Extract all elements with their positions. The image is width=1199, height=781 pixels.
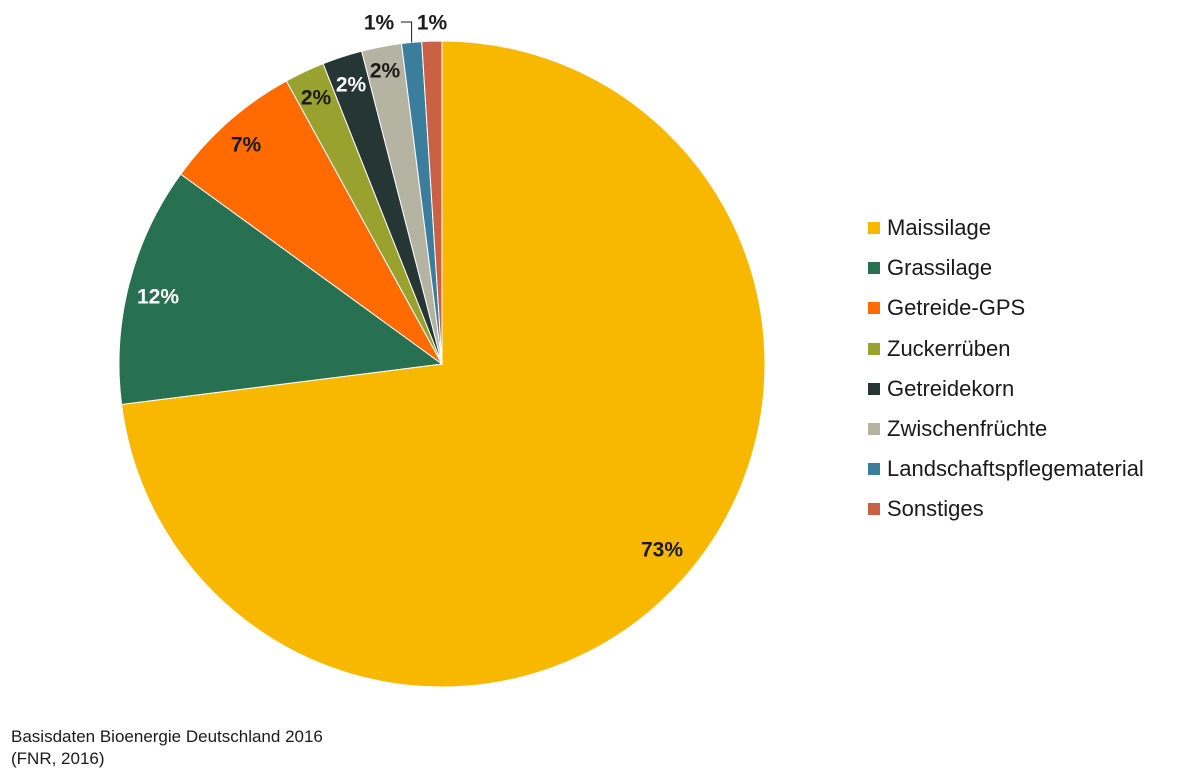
legend-label: Sonstiges [887, 496, 984, 522]
data-label-zuckerrueben: 2% [301, 87, 332, 110]
legend-label: Maissilage [887, 215, 991, 241]
data-label-sonstiges: 1% [417, 12, 448, 35]
legend-label: Landschaftspflegematerial [887, 456, 1144, 482]
legend: Maissilage Grassilage Getreide-GPS Zuckerrü… [868, 208, 1144, 530]
data-label-zwischenfruechte: 2% [370, 60, 401, 83]
data-label-grassilage: 12% [137, 286, 179, 309]
legend-label: Grassilage [887, 255, 993, 281]
legend-item-grassilage: Grassilage [868, 248, 1144, 288]
legend-item-maissilage: Maissilage [868, 208, 1144, 248]
legend-label: Zwischenfrüchte [887, 416, 1048, 442]
slice-maissilage [120, 40, 766, 688]
source-line-1: Basisdaten Bioenergie Deutschland 2016 [11, 727, 323, 746]
legend-swatch [868, 342, 880, 355]
slice-sonstiges [421, 40, 443, 365]
legend-item-getreidekorn: Getreidekorn [868, 369, 1144, 409]
legend-item-getreide-gps: Getreide-GPS [868, 288, 1144, 328]
legend-item-sonstiges: Sonstiges [868, 489, 1144, 529]
slice-grassilage [118, 173, 444, 406]
legend-item-zwischenfruechte: Zwischenfrüchte [868, 409, 1144, 449]
data-label-landschaftspflegematerial: 1% [364, 12, 395, 35]
legend-swatch [868, 423, 880, 436]
data-label-getreide-gps: 7% [231, 134, 262, 157]
slice-getreide-gps [179, 80, 443, 365]
legend-swatch [868, 463, 880, 476]
source-note: Basisdaten Bioenergie Deutschland 2016 (… [11, 726, 323, 770]
source-line-2: (FNR, 2016) [11, 749, 105, 768]
legend-swatch [868, 222, 880, 235]
legend-swatch [868, 382, 880, 395]
leader-line-landschaftspflegematerial [401, 21, 413, 43]
legend-swatch [868, 302, 880, 315]
legend-swatch [868, 262, 880, 275]
legend-item-landschaftspflegematerial: Landschaftspflegematerial [868, 449, 1144, 489]
legend-label: Zuckerrüben [887, 335, 1011, 361]
legend-label: Getreidekorn [887, 375, 1015, 401]
data-label-maissilage: 73% [641, 539, 683, 562]
legend-item-zuckerrueben: Zuckerrüben [868, 329, 1144, 369]
legend-label: Getreide-GPS [887, 295, 1026, 321]
legend-swatch [868, 503, 880, 516]
data-label-getreidekorn: 2% [336, 74, 367, 97]
